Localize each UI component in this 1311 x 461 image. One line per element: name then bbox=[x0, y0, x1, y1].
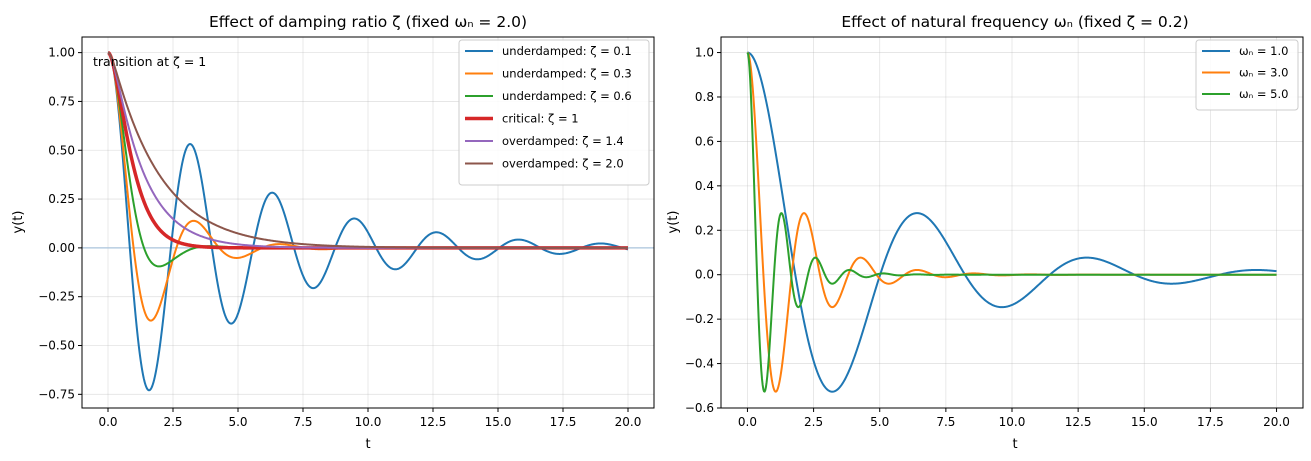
legend-label: overdamped: ζ = 1.4 bbox=[502, 134, 624, 148]
y-tick-label: 0.00 bbox=[48, 241, 75, 255]
x-tick-label: 0.0 bbox=[98, 415, 117, 429]
x-ticks: 0.0 2.5 5.0 7.5 10.0 12.5 15.0 17.5 20.0 bbox=[98, 408, 641, 429]
series-line-0 bbox=[747, 51, 1277, 393]
y-tick-label: 0.8 bbox=[695, 90, 714, 104]
series-line-2 bbox=[746, 52, 1277, 393]
y-tick-label: 1.0 bbox=[695, 46, 714, 60]
x-axis-label: t bbox=[365, 437, 370, 452]
y-ticks: −0.75 −0.50 −0.25 0.00 0.25 0.50 0.75 1.00 bbox=[38, 46, 82, 401]
legend-label: ωₙ = 3.0 bbox=[1239, 66, 1288, 80]
x-tick-label: 12.5 bbox=[1065, 415, 1092, 429]
x-tick-label: 17.5 bbox=[1197, 415, 1224, 429]
x-tick-label: 5.0 bbox=[870, 415, 889, 429]
legend-box bbox=[458, 39, 650, 186]
y-tick-label: −0.2 bbox=[685, 312, 714, 326]
chart-title: Effect of natural frequency ωₙ (fixed ζ … bbox=[841, 13, 1188, 31]
x-tick-label: 20.0 bbox=[615, 415, 642, 429]
legend-label: underdamped: ζ = 0.6 bbox=[502, 89, 632, 103]
y-tick-label: 0.0 bbox=[695, 268, 714, 282]
x-tick-label: 17.5 bbox=[550, 415, 577, 429]
series-group bbox=[106, 50, 630, 392]
x-tick-label: 10.0 bbox=[355, 415, 382, 429]
y-axis-label: y(t) bbox=[666, 211, 681, 234]
y-tick-label: −0.4 bbox=[685, 357, 714, 371]
legend-label: ωₙ = 5.0 bbox=[1239, 87, 1288, 101]
y-tick-label: −0.6 bbox=[685, 401, 714, 415]
x-tick-label: 0.0 bbox=[738, 415, 757, 429]
chart-damping-ratio: Effect of damping ratio ζ (fixed ωₙ = 2.… bbox=[11, 13, 655, 452]
y-tick-label: 0.25 bbox=[48, 192, 75, 206]
chart-title: Effect of damping ratio ζ (fixed ωₙ = 2.… bbox=[209, 13, 527, 31]
legend: ωₙ = 1.0 ωₙ = 3.0 ωₙ = 5.0 bbox=[1195, 39, 1299, 111]
y-tick-label: 0.6 bbox=[695, 134, 714, 148]
y-tick-label: 0.50 bbox=[48, 143, 75, 157]
y-tick-label: 1.00 bbox=[48, 46, 75, 60]
x-tick-label: 7.5 bbox=[293, 415, 312, 429]
x-tick-label: 5.0 bbox=[228, 415, 247, 429]
y-tick-label: 0.75 bbox=[48, 94, 75, 108]
x-tick-label: 20.0 bbox=[1263, 415, 1290, 429]
x-tick-label: 15.0 bbox=[1131, 415, 1158, 429]
x-tick-label: 2.5 bbox=[804, 415, 823, 429]
y-axis-label: y(t) bbox=[11, 211, 26, 234]
legend-label: underdamped: ζ = 0.3 bbox=[502, 67, 632, 81]
y-tick-label: 0.2 bbox=[695, 223, 714, 237]
chart-natural-frequency: Effect of natural frequency ωₙ (fixed ζ … bbox=[666, 13, 1304, 452]
y-tick-label: −0.50 bbox=[38, 339, 75, 353]
legend-label: underdamped: ζ = 0.1 bbox=[502, 44, 632, 58]
y-ticks: −0.6 −0.4 −0.2 0.0 0.2 0.4 0.6 0.8 1.0 bbox=[685, 46, 721, 415]
legend-box bbox=[1195, 39, 1299, 111]
x-ticks: 0.0 2.5 5.0 7.5 10.0 12.5 15.0 17.5 20.0 bbox=[738, 408, 1290, 429]
x-tick-label: 7.5 bbox=[936, 415, 955, 429]
legend-label: ωₙ = 1.0 bbox=[1239, 44, 1288, 58]
x-tick-label: 12.5 bbox=[420, 415, 447, 429]
x-tick-label: 2.5 bbox=[163, 415, 182, 429]
legend-label: critical: ζ = 1 bbox=[502, 112, 579, 126]
x-tick-label: 10.0 bbox=[999, 415, 1026, 429]
series-line-5 bbox=[107, 51, 629, 249]
y-tick-label: 0.4 bbox=[695, 179, 714, 193]
x-axis-label: t bbox=[1012, 437, 1017, 452]
y-tick-label: −0.25 bbox=[38, 290, 75, 304]
legend: underdamped: ζ = 0.1 underdamped: ζ = 0.3… bbox=[458, 39, 650, 186]
x-tick-label: 15.0 bbox=[485, 415, 512, 429]
annotation: transition at ζ = 1 bbox=[93, 54, 206, 69]
y-tick-label: −0.75 bbox=[38, 387, 75, 401]
series-group bbox=[746, 51, 1277, 393]
legend-label: overdamped: ζ = 2.0 bbox=[502, 157, 624, 171]
